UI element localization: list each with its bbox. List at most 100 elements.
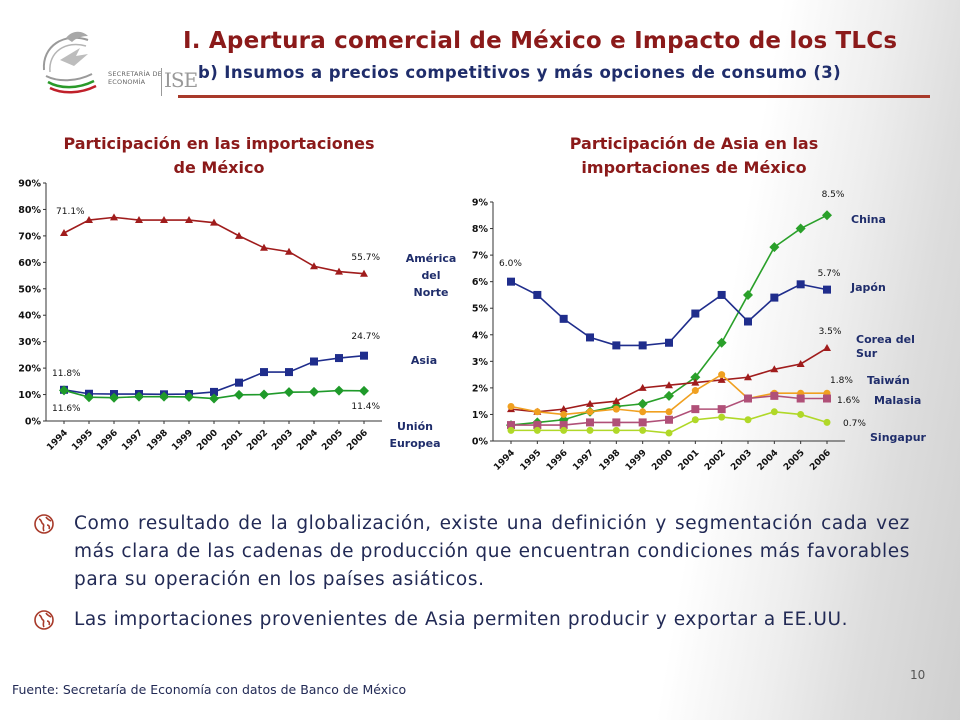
y-tick-label: 60%: [18, 258, 41, 269]
chart-imports-mexico: 0%10%20%30%40%50%60%70%80%90%1994 1995 199…: [18, 179, 456, 453]
x-tick-label: 2000: [650, 448, 675, 473]
data-point: [210, 218, 218, 226]
x-tick-label: 1998: [598, 448, 623, 473]
data-point: [507, 402, 515, 410]
bullet-item: Como resultado de la globalización, exis…: [34, 510, 910, 594]
series-label: América: [406, 252, 457, 265]
y-tick-label: 0%: [25, 417, 42, 428]
charts-canvas: 0%10%20%30%40%50%60%70%80%90%1994 1995 199…: [18, 179, 926, 473]
data-point: [612, 426, 620, 434]
series-label: Malasia: [874, 394, 921, 407]
data-annotation: 5.7%: [818, 269, 841, 279]
x-tick-label: 1997: [571, 448, 596, 473]
x-tick-label: 1999: [624, 448, 649, 473]
data-point: [770, 408, 778, 416]
logo-secretaria-text: SECRETARÍA DE ECONOMÍA: [108, 70, 162, 86]
data-point: [284, 387, 294, 398]
logo-separator: [161, 68, 162, 96]
data-point: [309, 386, 319, 397]
series-label: China: [851, 213, 886, 226]
data-point: [335, 354, 343, 363]
data-point: [743, 289, 753, 300]
data-point: [716, 337, 727, 348]
bullet-list: Como resultado de la globalización, exis…: [34, 510, 910, 646]
data-point: [797, 410, 805, 418]
chart2-title-line1: Participación de Asia en las: [569, 134, 819, 153]
data-point: [586, 418, 594, 427]
y-tick-label: 90%: [18, 179, 41, 190]
data-point: [234, 389, 244, 400]
data-point: [60, 228, 68, 236]
data-point: [135, 216, 143, 224]
data-point: [770, 293, 779, 302]
bullet-text: Como resultado de la globalización, exis…: [74, 513, 910, 590]
data-point: [285, 368, 293, 377]
data-point: [586, 426, 594, 434]
y-tick-label: 1%: [472, 410, 489, 421]
eagle-seal-icon: [42, 31, 97, 94]
data-point: [665, 429, 673, 437]
data-point: [691, 405, 700, 414]
y-tick-label: 30%: [18, 337, 41, 348]
x-tick-label: 2002: [245, 428, 270, 453]
data-point: [796, 394, 805, 403]
data-point: [769, 242, 780, 253]
data-annotation: 0.7%: [843, 419, 866, 429]
data-point: [533, 408, 541, 416]
bullet-item: Las importaciones provenientes de Asia p…: [34, 606, 910, 634]
x-tick-label: 2003: [729, 448, 754, 473]
data-point: [691, 309, 700, 318]
source-note: Fuente: Secretaría de Economía con datos…: [12, 682, 407, 697]
data-point: [612, 341, 621, 350]
y-tick-label: 20%: [18, 364, 41, 375]
data-point: [533, 290, 542, 299]
data-point: [360, 269, 368, 277]
data-point: [717, 375, 726, 383]
data-point: [159, 391, 169, 402]
x-tick-label: 1995: [519, 448, 544, 473]
x-tick-label: 2006: [345, 428, 370, 453]
series-label: Corea del: [856, 333, 915, 346]
x-tick-label: 1994: [492, 448, 517, 473]
data-point: [638, 418, 647, 427]
data-point: [260, 368, 268, 377]
data-annotation: 24.7%: [351, 332, 380, 342]
data-point: [639, 426, 647, 434]
series-label: Unión: [397, 420, 433, 433]
logo-secretaria-line2: ECONOMÍA: [108, 78, 146, 86]
data-point: [586, 399, 594, 407]
data-point: [235, 378, 243, 387]
data-annotation: 11.8%: [52, 369, 81, 379]
x-tick-label: 2001: [677, 448, 702, 473]
series-label: Japón: [850, 281, 886, 294]
y-tick-label: 8%: [472, 224, 489, 235]
y-tick-label: 80%: [18, 205, 41, 216]
data-point: [823, 418, 831, 426]
data-point: [718, 413, 726, 421]
x-tick-label: 2001: [220, 428, 245, 453]
x-tick-label: 1997: [120, 428, 145, 453]
data-point: [185, 216, 193, 224]
data-point: [612, 418, 621, 427]
data-point: [560, 410, 568, 418]
data-point: [718, 371, 726, 379]
data-point: [612, 397, 621, 405]
chart1-title-line2: de México: [173, 158, 265, 177]
data-point: [691, 416, 699, 424]
globe-icon: [34, 610, 54, 630]
series-label: del: [421, 269, 440, 282]
data-point: [260, 243, 268, 251]
y-tick-label: 6%: [472, 277, 489, 288]
data-point: [639, 408, 647, 416]
y-tick-label: 5%: [472, 304, 489, 315]
data-point: [665, 408, 673, 416]
page-title: I. Apertura comercial de México e Impact…: [183, 28, 898, 54]
data-point: [690, 372, 701, 383]
title-underline: [178, 95, 930, 98]
data-point: [560, 426, 568, 434]
series-label: Norte: [414, 286, 449, 299]
data-point: [770, 391, 779, 400]
x-tick-label: 2006: [808, 448, 833, 473]
x-tick-label: 2005: [782, 448, 807, 473]
data-point: [823, 394, 831, 403]
